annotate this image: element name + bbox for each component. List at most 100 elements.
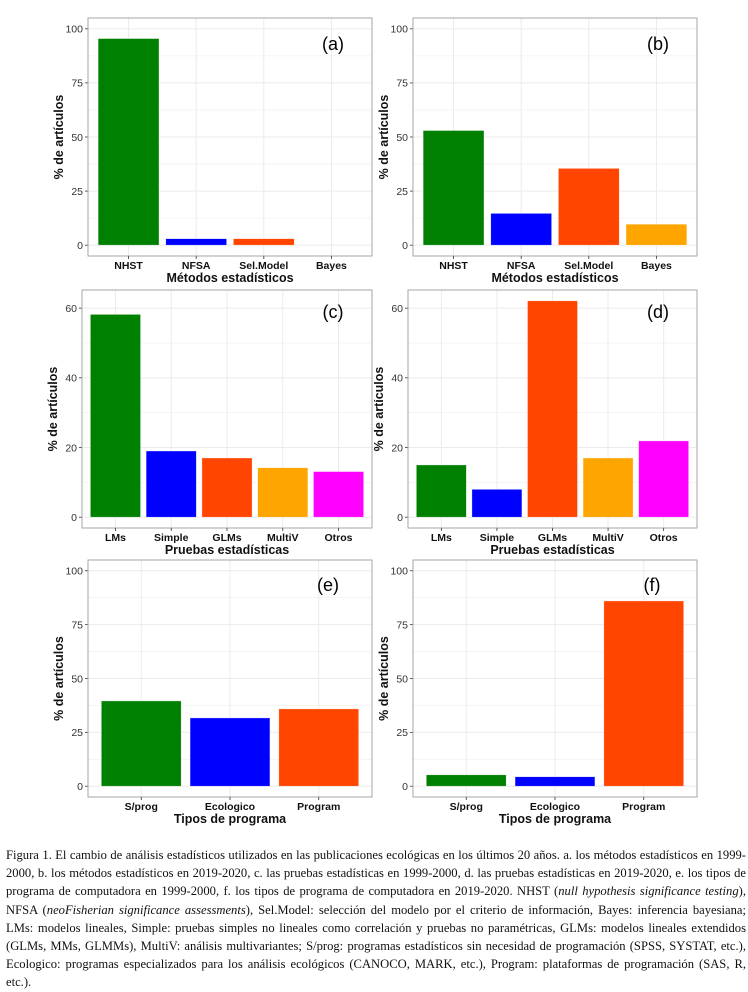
x-tick-label: NHST — [114, 260, 143, 272]
caption-text: Figura 1. El cambio de análisis estadíst… — [6, 848, 746, 899]
x-tick-label: Bayes — [641, 260, 672, 272]
caption-text: ), NFSA ( — [6, 884, 746, 917]
y-tick-label: 75 — [396, 619, 408, 631]
bar-sel-model — [233, 238, 295, 246]
y-tick-label: 20 — [65, 442, 77, 454]
y-tick-label: 50 — [396, 673, 408, 685]
x-axis-title: Pruebas estadísticas — [165, 543, 289, 557]
y-tick-label: 50 — [71, 673, 83, 685]
y-tick-label: 75 — [71, 619, 83, 631]
chart-panel-b: 0 25 50 75 100 NHST NFSA Sel.Model Bayes Métodos … — [377, 17, 698, 285]
x-tick-label: Sel.Model — [239, 260, 288, 272]
x-tick-label: MultiV — [592, 532, 624, 544]
y-tick-label: 25 — [396, 186, 408, 198]
x-tick-label: GLMs — [212, 532, 241, 544]
y-tick-label: 25 — [71, 186, 83, 198]
y-tick-label: 0 — [397, 512, 403, 524]
y-axis-title: % de artículos — [46, 367, 60, 452]
bar-otros — [638, 440, 689, 518]
y-tick-label: 75 — [396, 78, 408, 90]
y-tick-label: 0 — [71, 512, 77, 524]
x-tick-label: Bayes — [316, 260, 347, 272]
y-tick-label: 50 — [71, 132, 83, 144]
y-tick-label: 40 — [391, 373, 403, 385]
x-tick-label: Ecologico — [205, 801, 255, 813]
panel-label: (e) — [317, 575, 339, 595]
bar-program — [603, 600, 684, 787]
bar-simple — [471, 489, 523, 518]
y-tick-label: 75 — [71, 78, 83, 90]
y-tick-label: 0 — [402, 240, 408, 252]
x-tick-label: MultiV — [267, 532, 299, 544]
x-tick-label: Otros — [325, 532, 353, 544]
bar-ecologico — [189, 717, 271, 787]
y-axis-title: % de artículos — [377, 95, 391, 180]
y-tick-label: 100 — [65, 566, 83, 578]
x-axis-title: Pruebas estadísticas — [490, 543, 614, 557]
panel-label: (b) — [647, 34, 669, 54]
y-axis-title: % de artículos — [52, 636, 66, 721]
x-tick-label: NFSA — [507, 260, 536, 272]
y-tick-label: 25 — [396, 727, 408, 739]
bar-simple — [145, 450, 197, 518]
y-tick-label: 60 — [65, 303, 77, 315]
x-tick-label: Simple — [154, 532, 189, 544]
x-axis-title: Métodos estadísticos — [491, 271, 618, 285]
bar-program — [278, 708, 359, 787]
x-tick-label: Program — [297, 801, 340, 813]
figure-caption: Figura 1. El cambio de análisis estadíst… — [6, 846, 746, 992]
x-tick-label: NFSA — [182, 260, 211, 272]
y-tick-label: 0 — [77, 781, 83, 793]
bar-multiv — [582, 457, 634, 518]
y-tick-label: 60 — [391, 303, 403, 315]
y-axis-title: % de artículos — [377, 636, 391, 721]
bar-ecologico — [514, 776, 596, 787]
bar-glms — [527, 300, 578, 518]
y-axis-title: % de artículos — [52, 95, 66, 180]
y-tick-label: 0 — [402, 781, 408, 793]
caption-italic-term: null hypothesis significance testing — [558, 884, 739, 899]
x-tick-label: LMs — [105, 532, 126, 544]
panel-label: (f) — [644, 575, 661, 595]
x-tick-label: S/prog — [125, 801, 158, 813]
plot-frame — [412, 17, 698, 257]
x-tick-label: S/prog — [450, 801, 483, 813]
y-tick-label: 50 — [396, 132, 408, 144]
bar-nfsa — [165, 238, 227, 246]
bar-lms — [416, 464, 467, 518]
y-tick-label: 100 — [390, 24, 408, 36]
x-tick-label: Program — [622, 801, 665, 813]
x-axis-title: Tipos de programa — [174, 812, 287, 826]
x-tick-label: Sel.Model — [564, 260, 613, 272]
plot-frame — [87, 17, 373, 257]
y-tick-label: 40 — [65, 373, 77, 385]
bar-glms — [201, 457, 253, 518]
bar-multiv — [257, 467, 309, 518]
panel-label: (c) — [323, 302, 344, 322]
bar-bayes — [625, 223, 688, 246]
x-tick-label: LMs — [431, 532, 452, 544]
bar-sel-model — [558, 168, 620, 246]
y-tick-label: 100 — [390, 566, 408, 578]
y-tick-label: 100 — [65, 24, 83, 36]
bar-otros — [313, 471, 364, 518]
bar-s-prog — [101, 700, 182, 787]
chart-panel-d: 0 20 40 60 LMs Simple GLMs MultiV Otros Pruebas e… — [374, 289, 698, 557]
chart-panel-a: 0 25 50 75 100 NHST NFSA Sel.Model Bayes Métodos … — [52, 17, 373, 285]
x-tick-label: GLMs — [538, 532, 567, 544]
y-axis-title: % de artículos — [374, 367, 386, 452]
chart-panel-e: 0 25 50 75 100 S/prog Ecologico Program Tipos de… — [52, 559, 373, 826]
x-axis-title: Tipos de programa — [499, 812, 612, 826]
x-tick-label: NHST — [439, 260, 468, 272]
x-tick-label: Otros — [650, 532, 678, 544]
bar-nfsa — [490, 213, 552, 246]
bar-nhst — [97, 38, 160, 246]
x-tick-label: Simple — [480, 532, 515, 544]
chart-panel-f: 0 25 50 75 100 S/prog Ecologico Program Tipos de… — [377, 559, 698, 826]
bar-nhst — [422, 130, 485, 246]
bar-s-prog — [426, 774, 507, 787]
chart-panel-c: 0 20 40 60 LMs Simple GLMs MultiV Otros Pruebas e… — [46, 289, 373, 557]
bar-lms — [90, 314, 141, 518]
y-tick-label: 25 — [71, 727, 83, 739]
caption-text: ), Sel.Model: selección del modelo por e… — [6, 902, 746, 990]
